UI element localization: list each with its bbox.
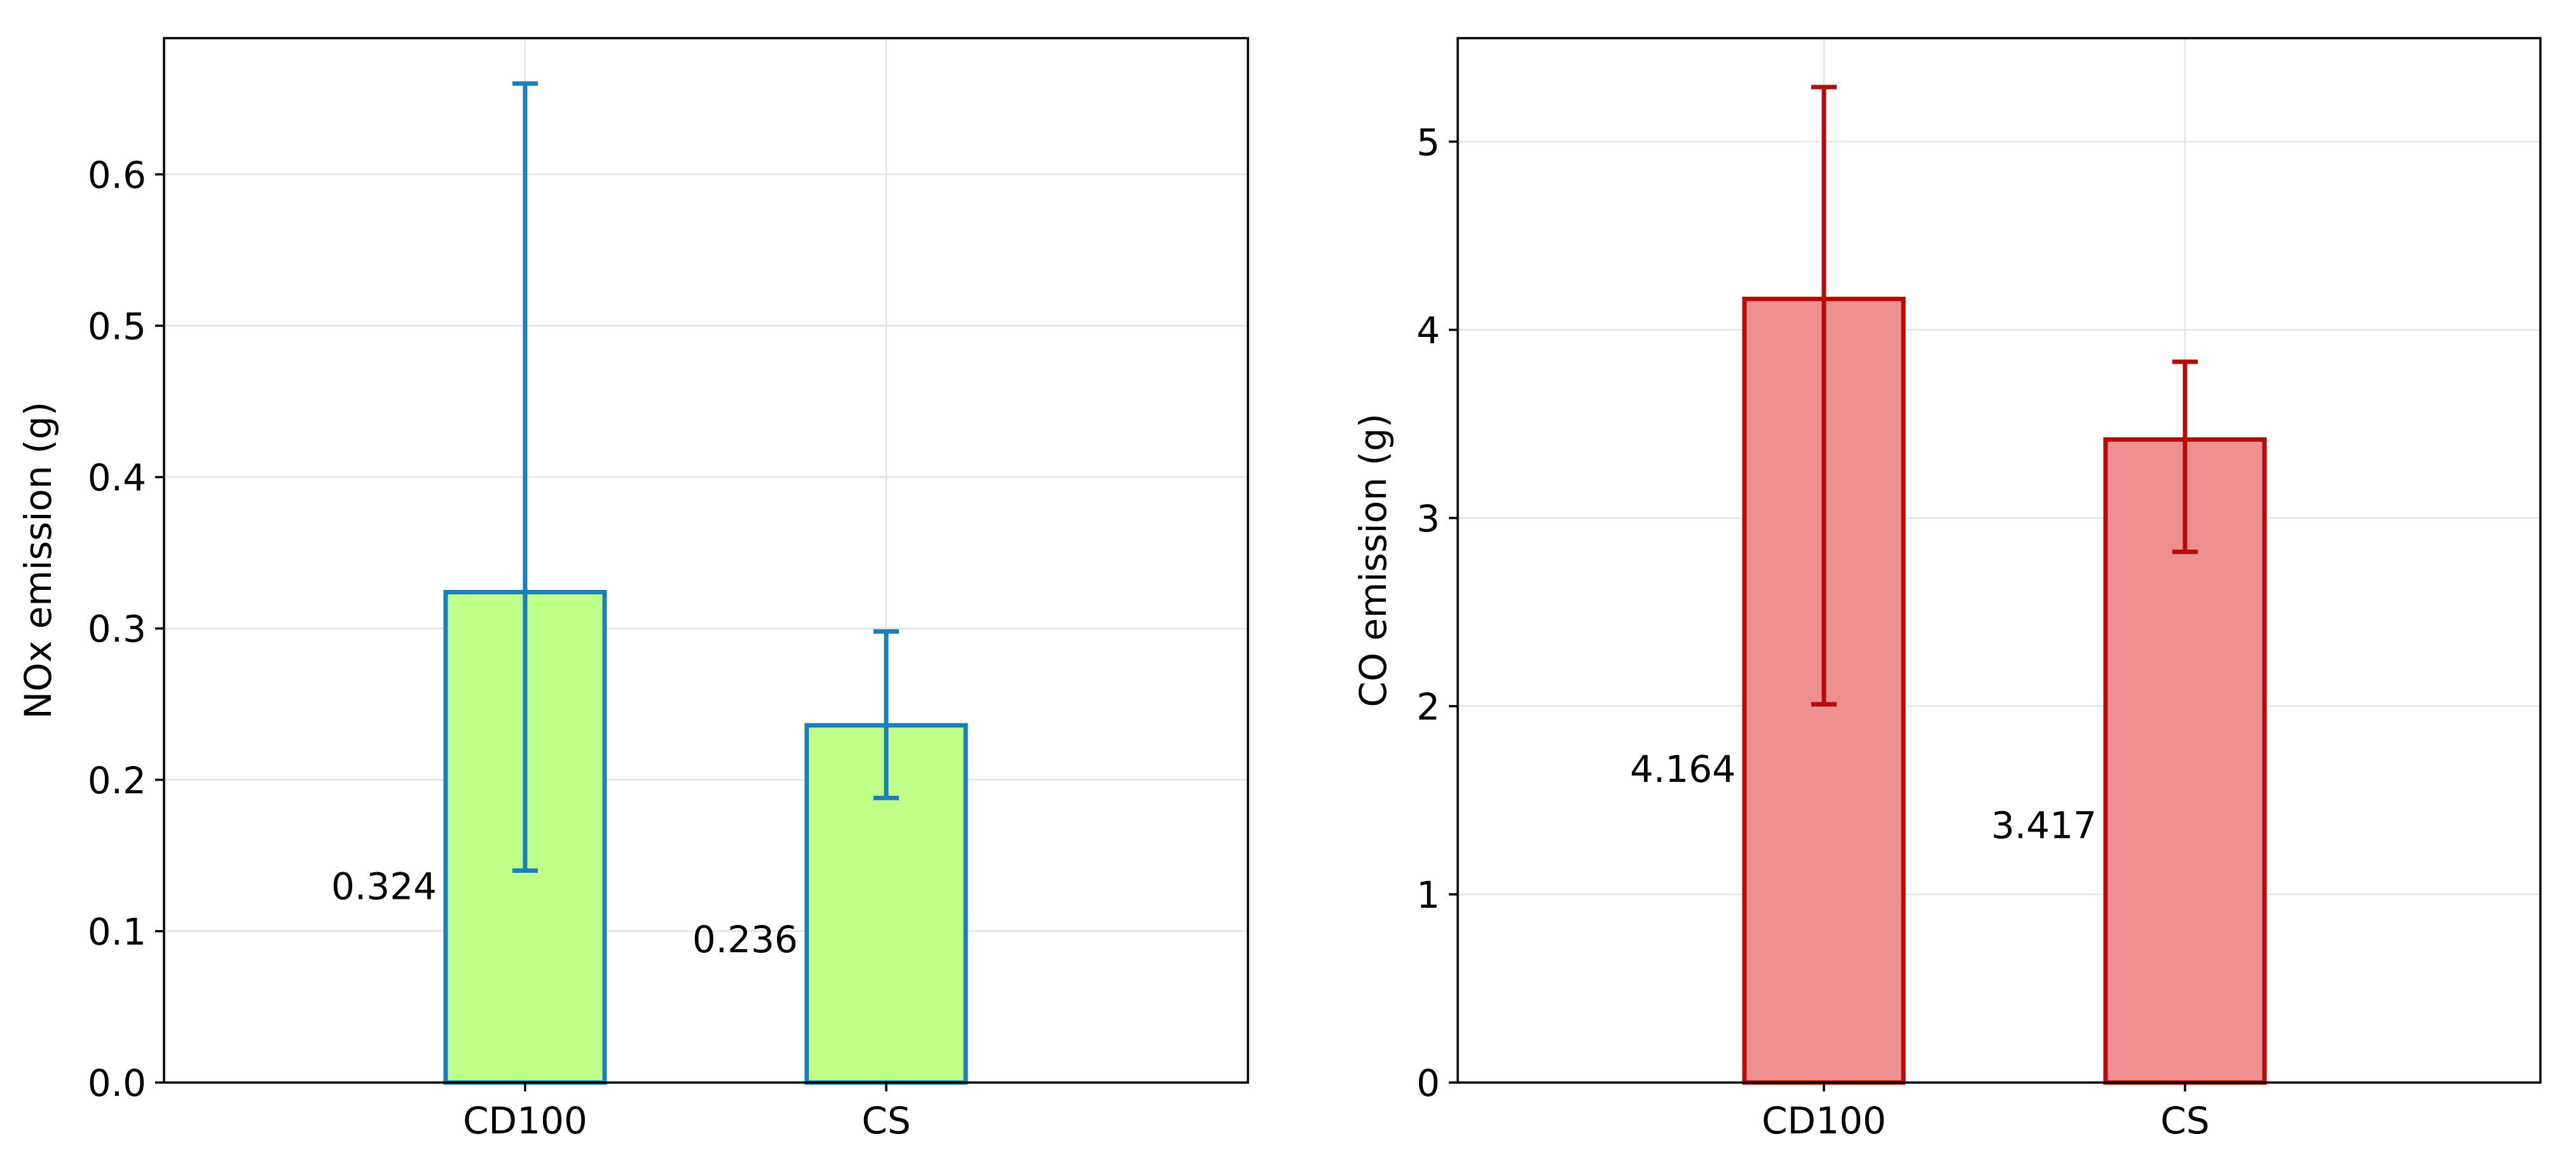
y-tick-label: 1 — [1416, 873, 1440, 917]
y-tick-label: 0.5 — [88, 304, 146, 348]
y-tick-label: 0.1 — [88, 910, 146, 954]
y-tick-label: 3 — [1416, 497, 1440, 540]
value-label: 0.324 — [331, 865, 437, 908]
co-emission-chart: 4.164 3.417 0 1 2 3 4 5 CD100 CS CO emission (g) — [1352, 37, 2542, 1142]
y-tick-label: 5 — [1416, 121, 1440, 164]
y-tick-label: 2 — [1416, 685, 1440, 728]
y-axis-label: CO emission (g) — [1352, 413, 1395, 707]
x-tick-label: CS — [2160, 1099, 2209, 1142]
y-tick-label: 0 — [1416, 1062, 1440, 1105]
x-tick-label: CD100 — [463, 1099, 587, 1142]
y-tick-label: 0.2 — [88, 759, 146, 802]
x-tick-label: CD100 — [1762, 1099, 1886, 1142]
value-label: 4.164 — [1630, 748, 1736, 791]
value-label: 0.236 — [692, 918, 798, 961]
y-tick-label: 0.4 — [88, 456, 146, 500]
y-axis-label: NOx emission (g) — [17, 402, 60, 719]
y-tick-label: 0.3 — [88, 608, 146, 651]
y-tick-label: 0.0 — [88, 1062, 146, 1105]
axes-frame — [1456, 37, 2542, 1084]
nox-emission-chart: 0.324 0.236 0.0 0.1 0.2 0.3 0.4 0.5 0.6 CD100 CS NO… — [17, 37, 1249, 1142]
x-tick-label: CS — [861, 1099, 910, 1142]
y-tick-label: 0.6 — [88, 153, 146, 196]
y-tick-label: 4 — [1416, 309, 1440, 352]
axes-frame — [163, 37, 1249, 1084]
value-label: 3.417 — [1991, 803, 2097, 847]
